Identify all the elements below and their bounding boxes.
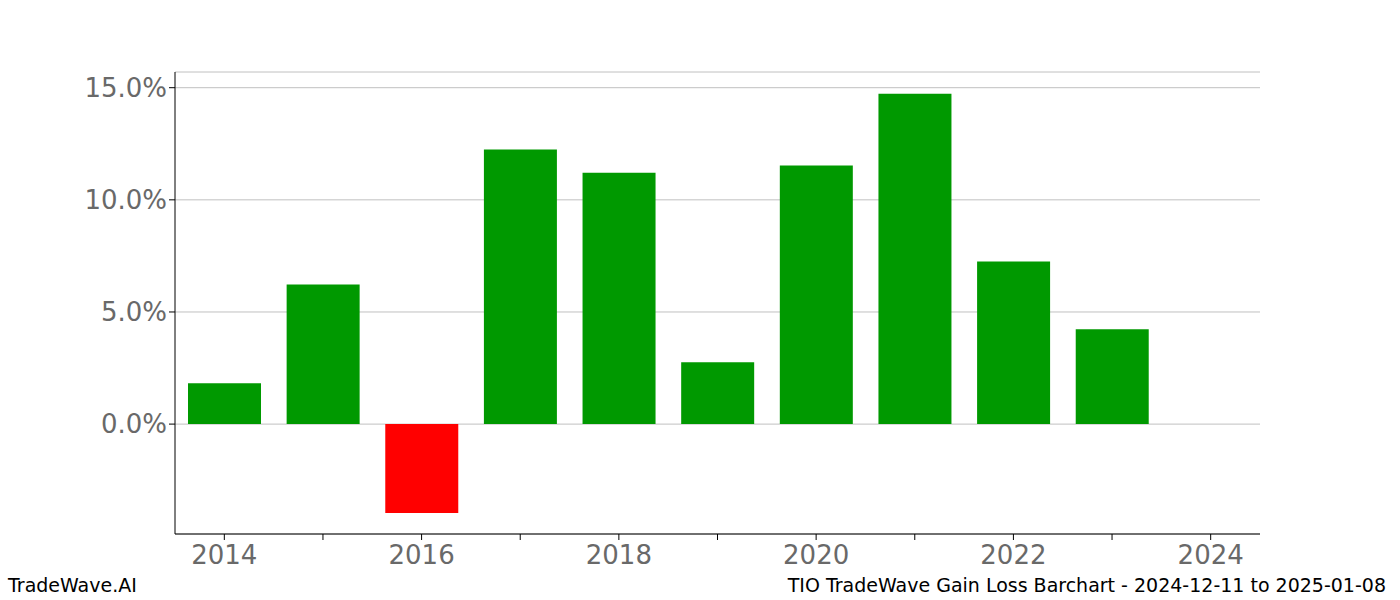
svg-text:2020: 2020 — [783, 540, 849, 570]
svg-text:2024: 2024 — [1178, 540, 1244, 570]
html-text:TradeWave.AI: TradeWave.AI — [8, 574, 137, 596]
svg-text:2018: 2018 — [586, 540, 652, 570]
svg-text:2014: 2014 — [191, 540, 257, 570]
svg-text:5.0%: 5.0% — [101, 297, 167, 327]
svg-text:2022: 2022 — [980, 540, 1046, 570]
svg-text:0.0%: 0.0% — [101, 409, 167, 439]
svg-text:10.0%: 10.0% — [84, 185, 167, 215]
svg-text:15.0%: 15.0% — [84, 73, 167, 103]
html-text:TIO TradeWave Gain Loss Barcha: TIO TradeWave Gain Loss Barchart - 2024-… — [787, 574, 1386, 596]
svg-text:2016: 2016 — [389, 540, 455, 570]
